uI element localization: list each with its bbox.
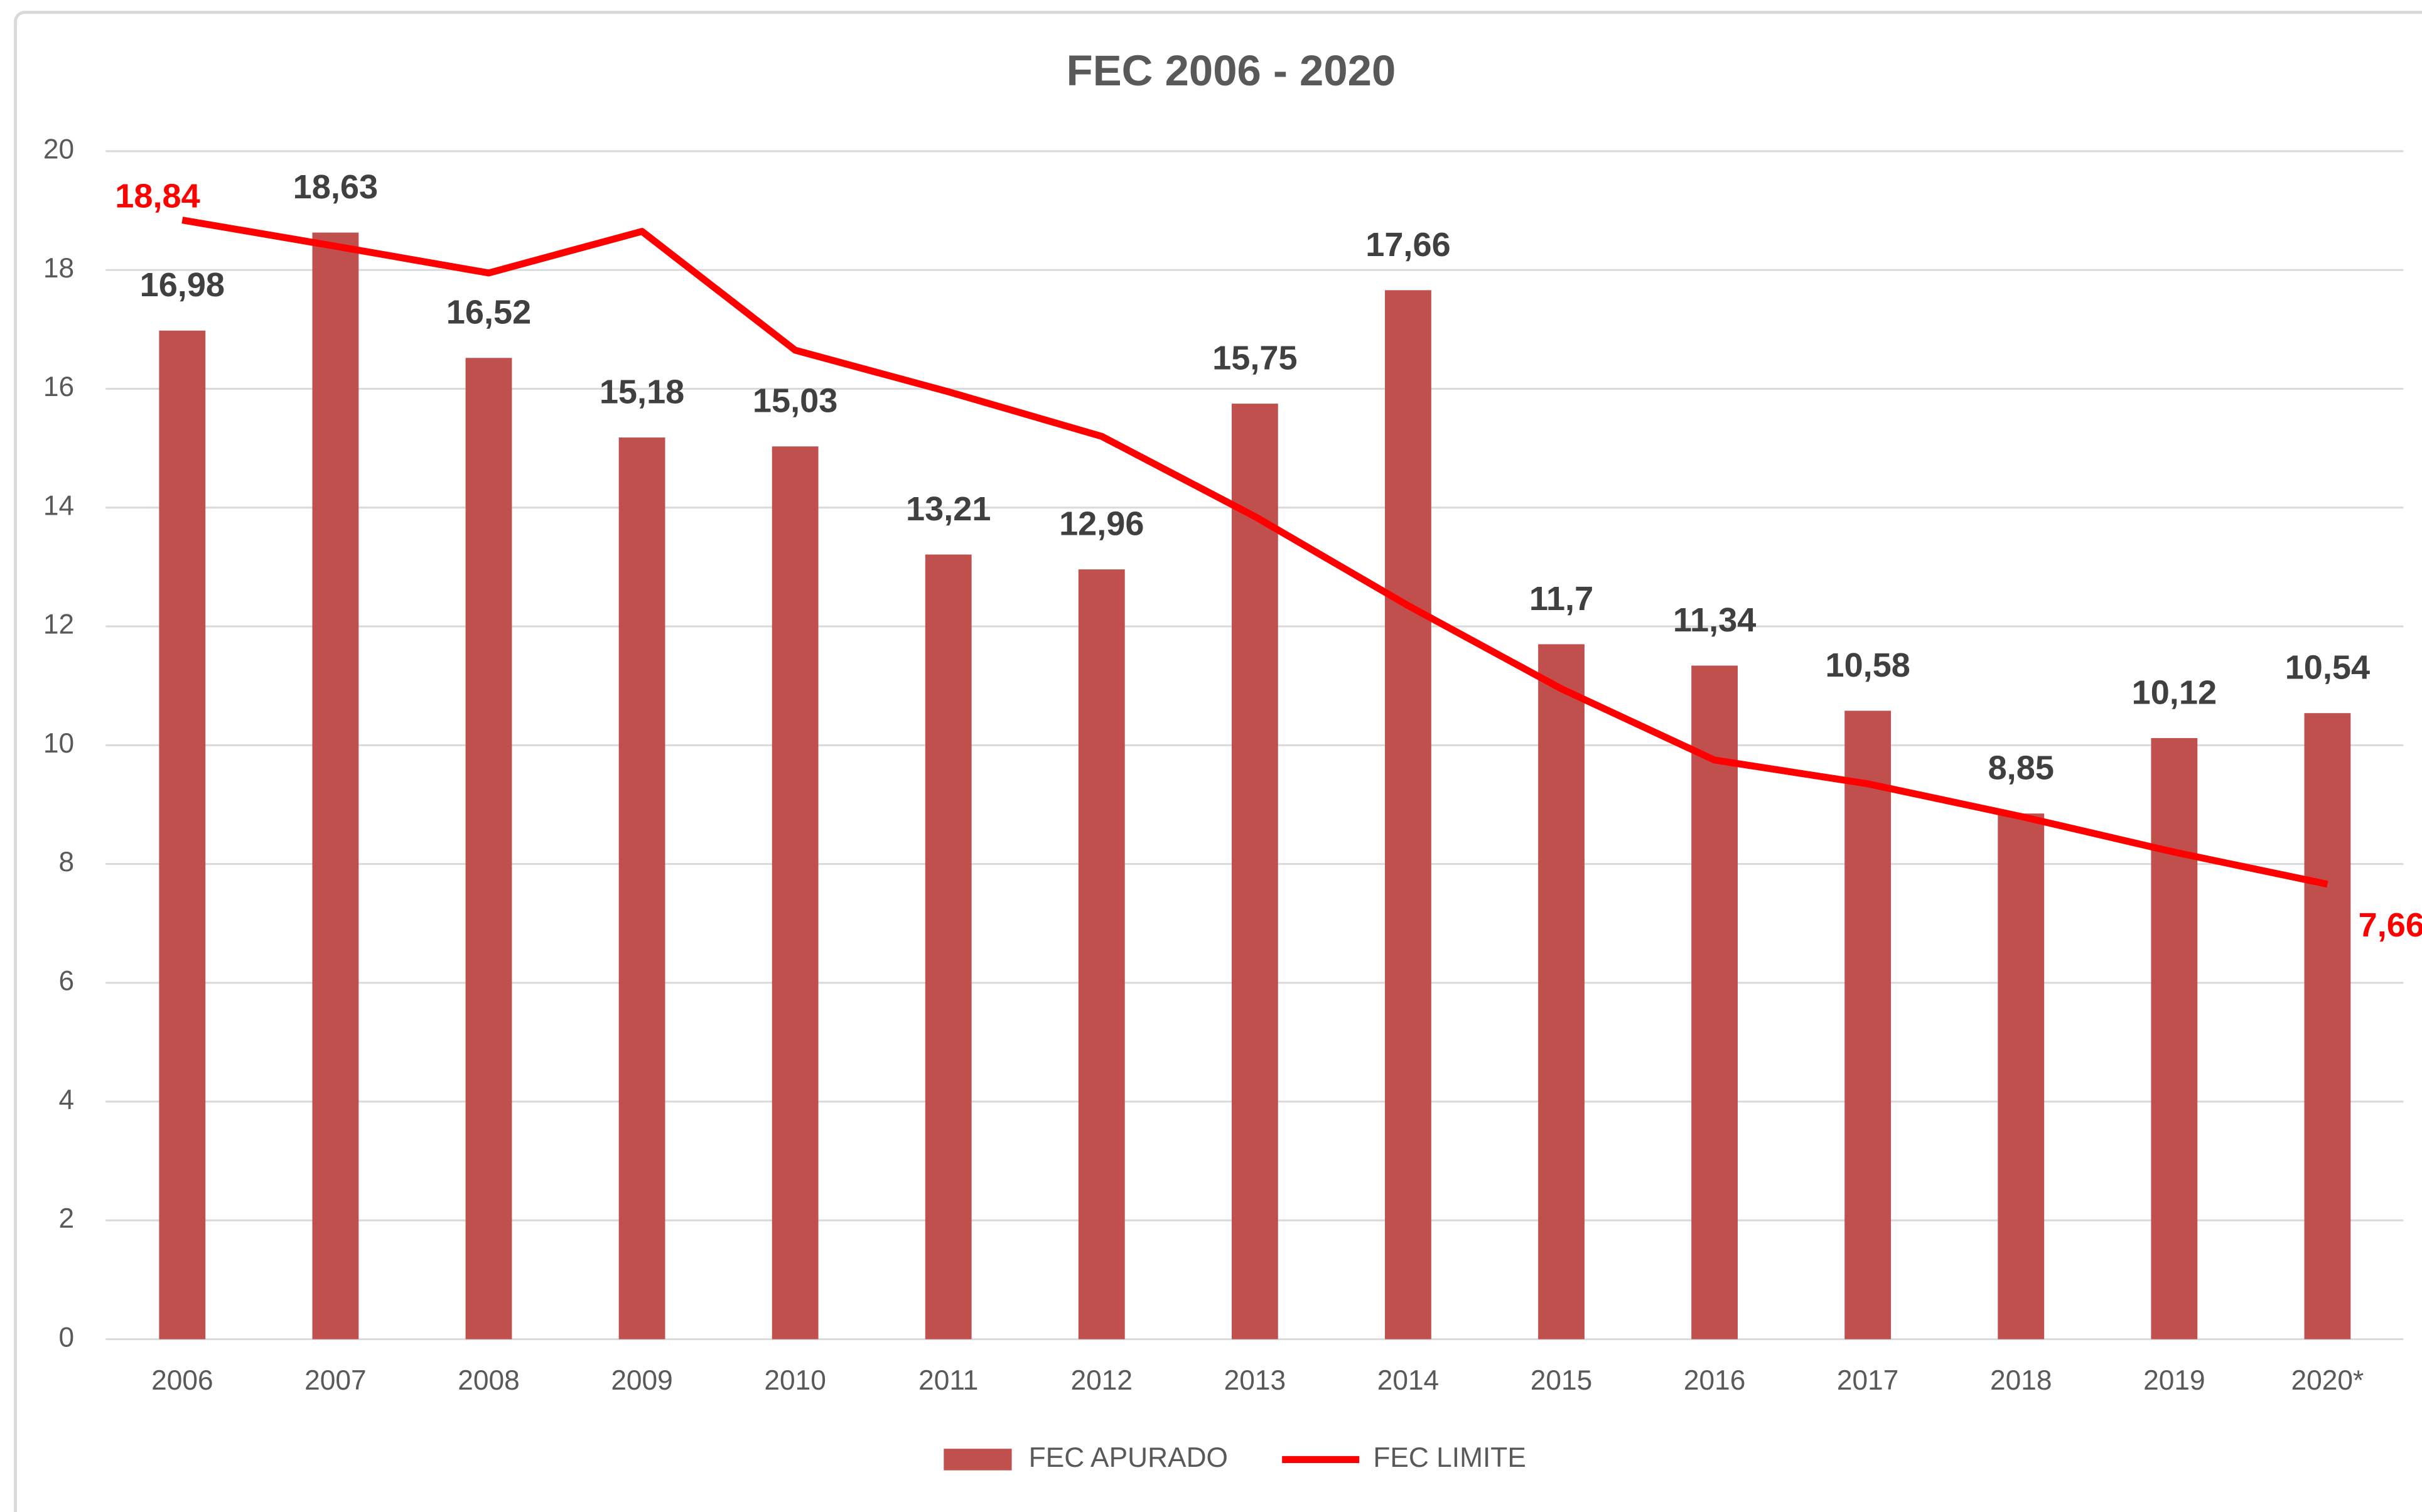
bar [2151, 737, 2198, 1339]
y-tick-label: 8 [58, 847, 74, 877]
bar [1691, 665, 1738, 1339]
data-label: 11,7 [1529, 580, 1593, 618]
data-label: 11,34 [1673, 601, 1756, 639]
x-tick-label: 2011 [918, 1365, 978, 1396]
x-tick-label: 2012 [1071, 1365, 1133, 1396]
x-tick-label: 2006 [151, 1365, 213, 1396]
bar [1538, 644, 1585, 1339]
x-tick-label: 2010 [764, 1365, 826, 1396]
legend-swatch [944, 1449, 1012, 1471]
bar [312, 232, 359, 1339]
y-tick-label: 10 [43, 728, 74, 759]
x-tick-label: 2015 [1531, 1365, 1592, 1396]
bar [925, 554, 972, 1339]
data-label: 13,21 [906, 490, 991, 528]
bar [1998, 813, 2045, 1339]
data-label: 10,54 [2285, 649, 2370, 687]
x-tick-label: 2014 [1377, 1365, 1439, 1396]
x-tick-label: 2008 [458, 1365, 519, 1396]
x-tick-label: 2007 [304, 1365, 366, 1396]
data-label: 16,98 [140, 266, 225, 304]
bar [1385, 290, 1431, 1339]
data-label: 18,63 [293, 168, 378, 206]
bar [1844, 710, 1892, 1339]
bar [1078, 569, 1125, 1339]
y-tick-label: 20 [43, 134, 74, 165]
x-tick-label: 2018 [1990, 1365, 2052, 1396]
y-tick-label: 18 [43, 253, 74, 284]
y-tick-label: 16 [43, 372, 74, 402]
bar [1231, 404, 1278, 1339]
bar [465, 358, 512, 1339]
data-label: 16,52 [446, 294, 531, 331]
x-tick-label: 2017 [1837, 1365, 1898, 1396]
data-label: 17,66 [1365, 226, 1450, 264]
bar [772, 446, 819, 1339]
data-label: 10,58 [1825, 646, 1910, 684]
data-label: 12,96 [1059, 505, 1144, 543]
x-tick-label: 2009 [611, 1365, 672, 1396]
data-label: 15,75 [1212, 340, 1297, 377]
y-tick-label: 6 [58, 966, 74, 997]
legend-label: FEC LIMITE [1373, 1442, 1526, 1473]
data-label: 15,18 [600, 373, 684, 411]
data-label: 7,66 [2359, 906, 2422, 944]
line [181, 217, 2328, 888]
x-tick-label: 2020* [2291, 1365, 2364, 1396]
x-tick-label: 2013 [1224, 1365, 1286, 1396]
legend-label: FEC APURADO [1029, 1442, 1228, 1473]
chart-title: FEC 2006 - 2020 [1067, 46, 1396, 95]
bar [618, 437, 665, 1339]
y-tick-label: 14 [43, 490, 74, 521]
y-tick-label: 4 [58, 1085, 74, 1115]
y-tick-label: 0 [58, 1322, 74, 1353]
data-label: 15,03 [753, 382, 837, 420]
x-tick-label: 2019 [2143, 1365, 2205, 1396]
chart-frame [14, 11, 2422, 1512]
data-label: 18,84 [115, 178, 200, 215]
x-tick-label: 2016 [1684, 1365, 1745, 1396]
data-label: 8,85 [1988, 749, 2054, 787]
y-tick-label: 2 [58, 1203, 74, 1234]
y-tick-label: 12 [43, 609, 74, 640]
bar [2304, 713, 2351, 1339]
bar [159, 330, 206, 1339]
data-label: 10,12 [2132, 673, 2217, 711]
